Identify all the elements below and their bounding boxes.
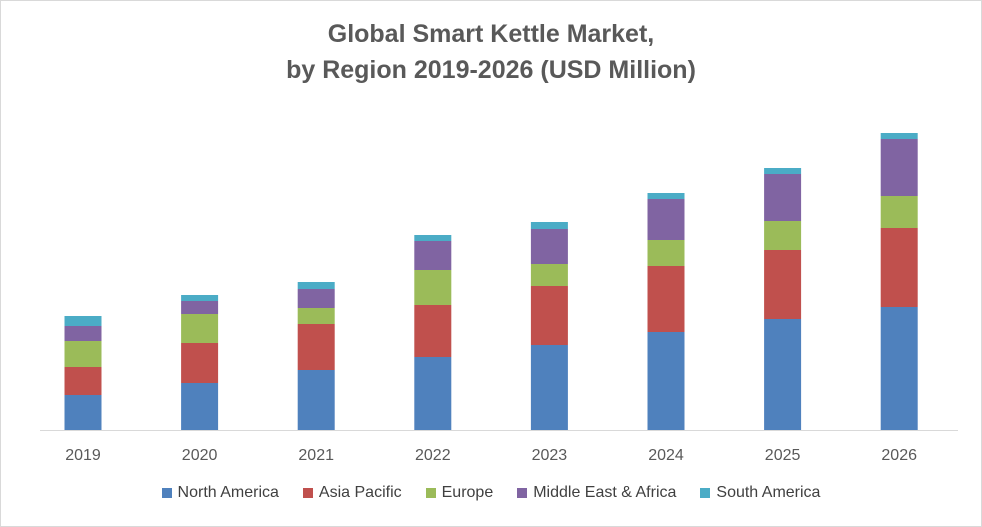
legend-swatch	[700, 488, 711, 498]
x-tick-label: 2024	[648, 447, 684, 464]
bar-segment	[297, 324, 335, 370]
legend-label: Europe	[441, 484, 494, 501]
bar-segment	[297, 370, 335, 430]
bar-segment	[64, 341, 102, 367]
x-tick-label: 2021	[298, 447, 334, 464]
bar-segment	[530, 264, 568, 286]
chart-title-line1: Global Smart Kettle Market,	[327, 20, 655, 48]
x-tick-label: 2023	[532, 447, 568, 464]
bar-segment	[764, 319, 802, 430]
legend-swatch	[302, 488, 313, 498]
bar-segment	[880, 307, 918, 430]
bar-segment	[647, 240, 685, 266]
bar-segment	[647, 193, 685, 199]
bar-segment	[414, 241, 452, 270]
legend-label: Middle East & Africa	[533, 484, 677, 501]
bar-segment	[530, 229, 568, 264]
bar-segment	[530, 345, 568, 430]
bar-segment	[880, 196, 918, 228]
x-tick-label: 2022	[415, 447, 451, 464]
x-tick-label: 2025	[765, 447, 801, 464]
bar-segment	[414, 357, 452, 430]
legend-swatch	[425, 488, 436, 498]
legend-item: Middle East & Africa	[517, 484, 676, 502]
legend-item: Europe	[425, 484, 494, 502]
legend-item: Asia Pacific	[302, 484, 402, 502]
bar-segment	[64, 367, 102, 395]
bar-segment	[647, 266, 685, 332]
bar-segment	[880, 228, 918, 307]
bar-segment	[414, 235, 452, 241]
bar-segment	[64, 316, 102, 326]
chart-title-line2: by Region 2019-2026 (USD Million)	[286, 56, 696, 84]
bar-segment	[764, 250, 802, 319]
legend-swatch	[161, 488, 172, 498]
bar-segment	[414, 305, 452, 357]
x-tick-label: 2019	[65, 447, 101, 464]
bar-segment	[181, 343, 219, 383]
legend-label: South America	[716, 484, 821, 501]
bar-segment	[297, 289, 335, 308]
bar-segment	[297, 282, 335, 289]
bar-segment	[647, 199, 685, 240]
bar-segment	[764, 174, 802, 221]
x-tick-label: 2020	[182, 447, 218, 464]
bar-segment	[181, 295, 219, 301]
legend: North America Asia Pacific Europe Middle Ea…	[0, 484, 982, 502]
legend-swatch	[517, 488, 528, 498]
bar-segment	[880, 133, 918, 139]
bar-segment	[181, 314, 219, 343]
bar-segment	[414, 270, 452, 305]
bar-segment	[530, 222, 568, 229]
bar-segment	[64, 395, 102, 430]
bar-segment	[297, 308, 335, 324]
legend-label: Asia Pacific	[318, 484, 402, 501]
bar-segment	[880, 139, 918, 196]
x-tick-label: 2026	[881, 447, 917, 464]
bar-segment	[764, 221, 802, 250]
legend-label: North America	[177, 484, 279, 501]
bar-segment	[181, 301, 219, 314]
bar-segment	[647, 332, 685, 430]
bar-segment	[181, 383, 219, 430]
bar-segment	[64, 326, 102, 341]
legend-item: South America	[700, 484, 820, 502]
legend-item: North America	[161, 484, 279, 502]
bar-segment	[530, 286, 568, 345]
bar-segment	[764, 168, 802, 174]
